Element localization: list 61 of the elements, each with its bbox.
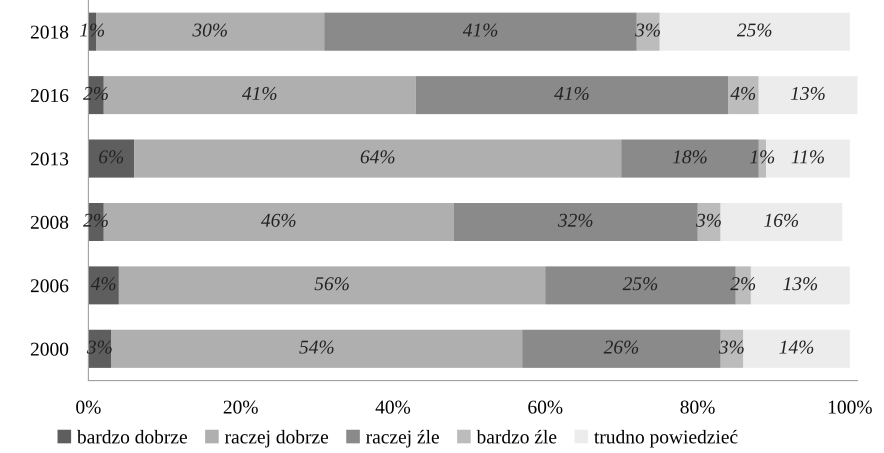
bar — [88, 266, 119, 304]
data-label: 13% — [790, 86, 825, 100]
data-label: 1% — [80, 23, 104, 37]
x-tick-label: 40% — [376, 400, 410, 414]
legend-label: bardzo źle — [476, 430, 556, 444]
bar — [118, 266, 546, 304]
bar — [660, 12, 850, 51]
bar — [758, 76, 858, 114]
x-tick-label: 0% — [76, 400, 101, 414]
data-label: 25% — [736, 23, 772, 37]
data-label: 32% — [558, 214, 592, 227]
data-label: 2% — [730, 277, 756, 290]
data-label: 3% — [635, 23, 660, 37]
y-tick-label: 2006 — [30, 279, 68, 292]
x-tick-label: 60% — [528, 400, 562, 414]
bar — [416, 76, 728, 114]
bar — [698, 202, 720, 241]
legend-label: raczej dobrze — [224, 430, 328, 448]
data-label: 4% — [90, 277, 116, 290]
data-label: 11% — [792, 150, 824, 164]
x-tick-label: 100% — [828, 400, 872, 414]
bar — [111, 330, 522, 368]
data-label: 3% — [696, 214, 721, 227]
x-tick-label: 80% — [680, 400, 715, 414]
bar — [728, 76, 758, 114]
x-tick-label: 20% — [224, 400, 258, 414]
bar — [636, 12, 660, 51]
data-label: 46% — [260, 214, 296, 227]
data-label: 26% — [604, 340, 638, 354]
legend-label: bardzo dobrze — [76, 430, 187, 444]
bar — [88, 140, 134, 178]
data-label: 56% — [314, 277, 349, 290]
y-tick-label: 2013 — [30, 152, 68, 166]
data-label: 41% — [554, 86, 589, 100]
data-label: 14% — [779, 340, 814, 354]
data-label: 4% — [730, 86, 756, 100]
data-label: 3% — [718, 340, 744, 354]
data-label: 16% — [764, 214, 798, 227]
data-label: 64% — [360, 150, 394, 164]
legend-label: raczej źle — [366, 430, 439, 448]
data-label: 1% — [750, 150, 774, 164]
bar — [720, 202, 842, 241]
y-tick-label: 2018 — [30, 26, 68, 39]
data-label: 6% — [99, 150, 124, 164]
data-label: 25% — [622, 277, 658, 290]
bar — [324, 12, 637, 51]
y-tick-label: 2000 — [30, 342, 68, 356]
bar — [720, 330, 744, 368]
y-tick-label: 2008 — [30, 216, 68, 229]
data-label: 41% — [462, 23, 498, 37]
data-label: 13% — [783, 277, 818, 290]
data-label: 41% — [242, 86, 276, 100]
bar — [743, 330, 850, 368]
data-label: 18% — [672, 150, 707, 164]
bar — [522, 330, 720, 368]
bar — [454, 202, 698, 241]
bar — [134, 140, 622, 178]
data-label: 54% — [299, 340, 334, 354]
data-label: 30% — [192, 23, 227, 37]
y-tick-label: 2016 — [30, 88, 68, 102]
legend-label: trudno powiedzieć — [594, 430, 738, 448]
